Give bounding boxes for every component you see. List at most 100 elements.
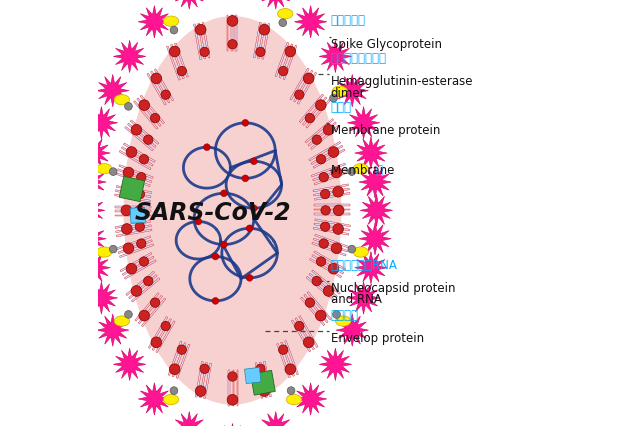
Polygon shape: [194, 25, 201, 60]
Circle shape: [123, 243, 134, 254]
Ellipse shape: [353, 248, 368, 258]
Text: 核衣壳蛋白和RNA: 核衣壳蛋白和RNA: [331, 259, 397, 271]
Polygon shape: [314, 189, 350, 196]
Polygon shape: [314, 213, 350, 215]
Polygon shape: [117, 236, 151, 250]
Polygon shape: [312, 270, 340, 295]
Polygon shape: [336, 314, 368, 346]
Polygon shape: [255, 363, 263, 398]
Polygon shape: [128, 124, 156, 148]
Circle shape: [135, 190, 145, 199]
Ellipse shape: [332, 87, 348, 97]
Polygon shape: [156, 321, 175, 353]
Circle shape: [303, 74, 314, 85]
Circle shape: [131, 125, 142, 136]
Polygon shape: [126, 272, 155, 296]
Polygon shape: [354, 138, 387, 170]
Circle shape: [204, 144, 211, 151]
Polygon shape: [313, 184, 349, 193]
Circle shape: [295, 322, 304, 331]
Polygon shape: [315, 235, 349, 248]
Circle shape: [212, 253, 219, 260]
Circle shape: [131, 286, 142, 296]
Circle shape: [312, 135, 321, 145]
Polygon shape: [140, 96, 164, 124]
Circle shape: [139, 257, 149, 267]
Polygon shape: [315, 219, 350, 227]
Circle shape: [151, 337, 161, 348]
Circle shape: [250, 158, 257, 165]
Ellipse shape: [170, 27, 178, 35]
Polygon shape: [122, 256, 154, 276]
Circle shape: [121, 187, 132, 198]
Circle shape: [295, 91, 304, 100]
Polygon shape: [115, 195, 150, 202]
Circle shape: [143, 135, 153, 145]
Polygon shape: [199, 363, 207, 398]
Polygon shape: [173, 412, 206, 426]
Polygon shape: [198, 24, 206, 60]
Polygon shape: [312, 242, 346, 256]
Polygon shape: [133, 101, 158, 130]
Polygon shape: [313, 228, 349, 236]
Polygon shape: [118, 240, 152, 254]
Ellipse shape: [348, 246, 356, 253]
Polygon shape: [137, 99, 161, 127]
Polygon shape: [360, 195, 392, 227]
Polygon shape: [359, 167, 391, 199]
Polygon shape: [116, 173, 150, 187]
Ellipse shape: [125, 311, 132, 319]
Circle shape: [139, 311, 150, 321]
Circle shape: [278, 67, 288, 77]
Text: 刺突糖蛋白: 刺突糖蛋白: [331, 14, 366, 27]
Polygon shape: [259, 362, 267, 397]
Polygon shape: [313, 239, 348, 253]
Polygon shape: [310, 259, 341, 278]
Polygon shape: [292, 320, 311, 352]
Circle shape: [246, 225, 253, 232]
Polygon shape: [312, 255, 344, 274]
Polygon shape: [309, 273, 338, 298]
Text: Spike Glycoprotein: Spike Glycoprotein: [331, 37, 442, 50]
Polygon shape: [168, 341, 182, 376]
Circle shape: [227, 17, 238, 27]
Polygon shape: [359, 223, 391, 255]
Circle shape: [212, 298, 219, 305]
Polygon shape: [97, 75, 129, 108]
Polygon shape: [147, 74, 166, 106]
Ellipse shape: [279, 20, 287, 28]
Circle shape: [139, 101, 150, 111]
Text: SARS-CoV-2: SARS-CoV-2: [135, 201, 292, 225]
Polygon shape: [354, 252, 387, 284]
Polygon shape: [314, 172, 348, 186]
Circle shape: [333, 205, 344, 216]
Polygon shape: [155, 70, 174, 101]
Polygon shape: [120, 253, 152, 272]
Circle shape: [323, 286, 334, 296]
Polygon shape: [295, 6, 327, 39]
Ellipse shape: [110, 246, 117, 253]
Polygon shape: [312, 164, 346, 178]
Ellipse shape: [353, 164, 368, 174]
Polygon shape: [115, 215, 151, 217]
Circle shape: [143, 277, 153, 286]
Polygon shape: [138, 383, 171, 415]
Polygon shape: [130, 208, 145, 224]
Circle shape: [305, 298, 315, 308]
Polygon shape: [119, 177, 145, 202]
Ellipse shape: [114, 95, 130, 106]
Circle shape: [177, 345, 186, 354]
Circle shape: [305, 114, 315, 124]
Polygon shape: [311, 126, 339, 150]
Circle shape: [320, 222, 330, 232]
Polygon shape: [260, 412, 292, 426]
Polygon shape: [85, 282, 118, 314]
Text: Membrane protein: Membrane protein: [331, 124, 440, 137]
Circle shape: [256, 364, 265, 374]
Polygon shape: [202, 23, 210, 59]
Polygon shape: [314, 224, 350, 231]
Polygon shape: [319, 41, 351, 73]
Polygon shape: [204, 363, 212, 399]
Circle shape: [123, 168, 134, 178]
Ellipse shape: [97, 248, 112, 258]
